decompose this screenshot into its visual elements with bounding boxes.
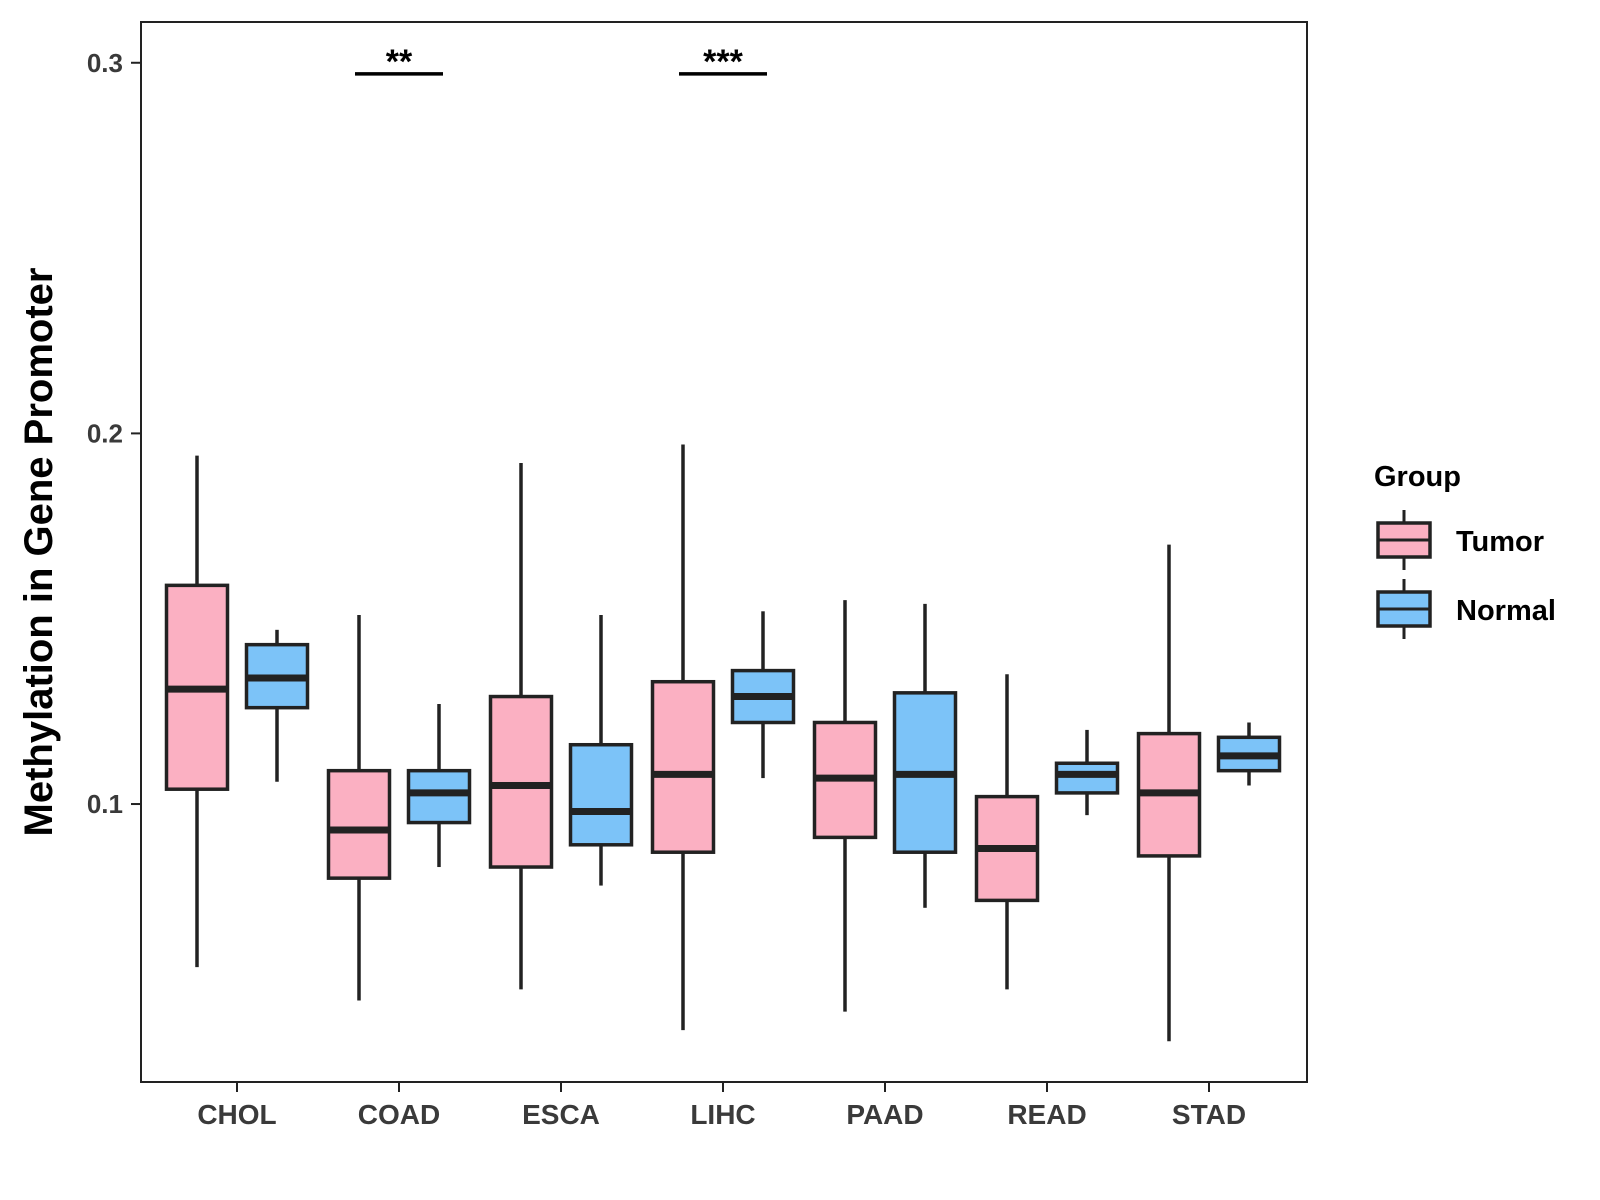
box-normal-coad — [406, 703, 472, 868]
x-tick-label-stad: STAD — [1172, 1099, 1246, 1130]
box-normal-chol — [244, 629, 310, 782]
legend-item-tumor: Tumor — [1376, 510, 1544, 570]
box-tumor-esca — [488, 463, 554, 990]
box-tumor-read — [974, 674, 1040, 990]
box-tumor-chol — [164, 455, 230, 968]
plot-background — [141, 22, 1307, 1082]
legend-item-normal: Normal — [1376, 579, 1556, 639]
iqr-box-tumor-esca — [488, 694, 554, 869]
x-tick-label-lihc: LIHC — [690, 1099, 755, 1130]
significance-label-lihc: *** — [703, 43, 743, 81]
x-tick-label-chol: CHOL — [197, 1099, 276, 1130]
iqr-box-tumor-coad — [326, 768, 392, 880]
box-normal-stad — [1216, 722, 1282, 786]
x-axis: CHOL COAD ESCA LIHC PAAD READ STAD — [197, 1082, 1246, 1130]
box-tumor-paad — [812, 600, 878, 1012]
box-normal-read — [1054, 729, 1120, 816]
boxes-layer — [164, 444, 1282, 1042]
iqr-box-normal-coad — [406, 768, 472, 825]
box-normal-paad — [892, 603, 958, 908]
box-normal-lihc — [730, 611, 796, 779]
y-axis-title: Methylation in Gene Promoter — [17, 268, 61, 837]
annotations-layer: ** *** — [355, 43, 767, 81]
y-axis: 0.1 0.2 0.3 — [87, 48, 141, 819]
y-tick-label-1: 0.2 — [87, 418, 123, 448]
box-tumor-lihc — [650, 444, 716, 1031]
x-tick-label-read: READ — [1007, 1099, 1086, 1130]
legend-title: Group — [1374, 461, 1461, 493]
iqr-box-normal-read — [1054, 761, 1120, 795]
x-tick-label-coad: COAD — [358, 1099, 440, 1130]
iqr-box-normal-esca — [568, 742, 634, 847]
box-tumor-coad — [326, 615, 392, 1001]
y-tick-label-2: 0.3 — [87, 48, 123, 78]
y-tick-label-0: 0.1 — [87, 789, 123, 819]
x-tick-label-esca: ESCA — [522, 1099, 600, 1130]
legend-label-tumor: Tumor — [1456, 526, 1544, 558]
legend-items: Tumor Normal — [1376, 510, 1556, 639]
box-tumor-stad — [1136, 544, 1202, 1042]
significance-label-coad: ** — [386, 43, 413, 81]
box-normal-esca — [568, 615, 634, 886]
x-tick-label-paad: PAAD — [846, 1099, 923, 1130]
iqr-box-tumor-lihc — [650, 679, 716, 854]
legend-label-normal: Normal — [1456, 595, 1556, 627]
legend: Group Tumor Normal — [1374, 461, 1556, 639]
